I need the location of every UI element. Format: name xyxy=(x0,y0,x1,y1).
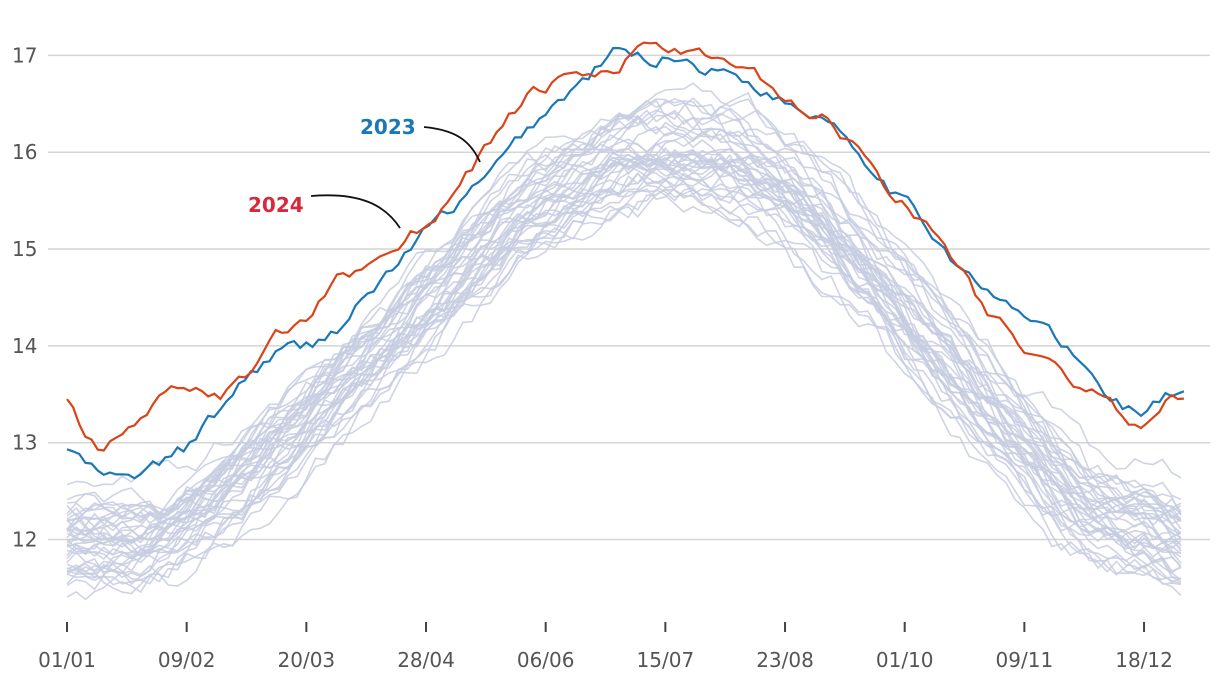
y-tick-label: 15 xyxy=(12,237,37,261)
y-tick-label: 16 xyxy=(12,140,37,164)
x-tick-label: 18/12 xyxy=(1115,648,1173,672)
historical-year-line xyxy=(66,98,1182,550)
historical-year-line xyxy=(66,172,1182,583)
historical-year-line xyxy=(66,150,1182,585)
y-axis-ticks: 12 13 14 15 16 17 xyxy=(12,43,37,551)
historical-year-line xyxy=(66,188,1181,575)
historical-year-line xyxy=(66,152,1182,580)
x-tick-label: 01/10 xyxy=(876,648,934,672)
historical-series-group xyxy=(66,82,1182,601)
historical-year-line xyxy=(66,155,1182,582)
x-tick-label: 09/02 xyxy=(158,648,216,672)
x-tick-label: 23/08 xyxy=(756,648,814,672)
highlight-series-group xyxy=(66,41,1185,480)
y-tick-label: 14 xyxy=(12,334,37,358)
x-tick-label: 20/03 xyxy=(278,648,336,672)
annotation-2024-line xyxy=(310,194,401,229)
historical-year-line xyxy=(66,164,1182,543)
x-axis-ticks: 01/01 09/02 20/03 28/04 06/06 15/07 23/08 01/10… xyxy=(38,622,1173,672)
historical-year-line xyxy=(66,187,1182,563)
annotation-2023-label: 2023 xyxy=(360,115,416,139)
historical-year-line xyxy=(66,99,1182,536)
historical-year-line xyxy=(66,179,1182,567)
historical-year-line xyxy=(66,109,1182,553)
y-tick-label: 12 xyxy=(12,528,37,552)
y-tick-label: 17 xyxy=(12,43,37,67)
x-tick-label: 28/04 xyxy=(397,648,455,672)
series-line-2024 xyxy=(66,41,1184,452)
x-tick-label: 15/07 xyxy=(637,648,695,672)
historical-year-line xyxy=(66,143,1182,558)
y-tick-label: 13 xyxy=(12,431,37,455)
historical-year-line xyxy=(66,161,1182,586)
annotation-2024-label: 2024 xyxy=(248,193,304,217)
annotations: 2023 2024 xyxy=(248,115,481,229)
series-line-2023 xyxy=(66,46,1185,480)
x-tick-label: 01/01 xyxy=(38,648,96,672)
historical-year-line xyxy=(66,155,1182,555)
annotation-2023-line xyxy=(423,126,481,163)
x-tick-label: 06/06 xyxy=(517,648,575,672)
historical-year-line xyxy=(66,159,1182,541)
historical-year-line xyxy=(66,178,1182,558)
x-tick-label: 09/11 xyxy=(996,648,1054,672)
